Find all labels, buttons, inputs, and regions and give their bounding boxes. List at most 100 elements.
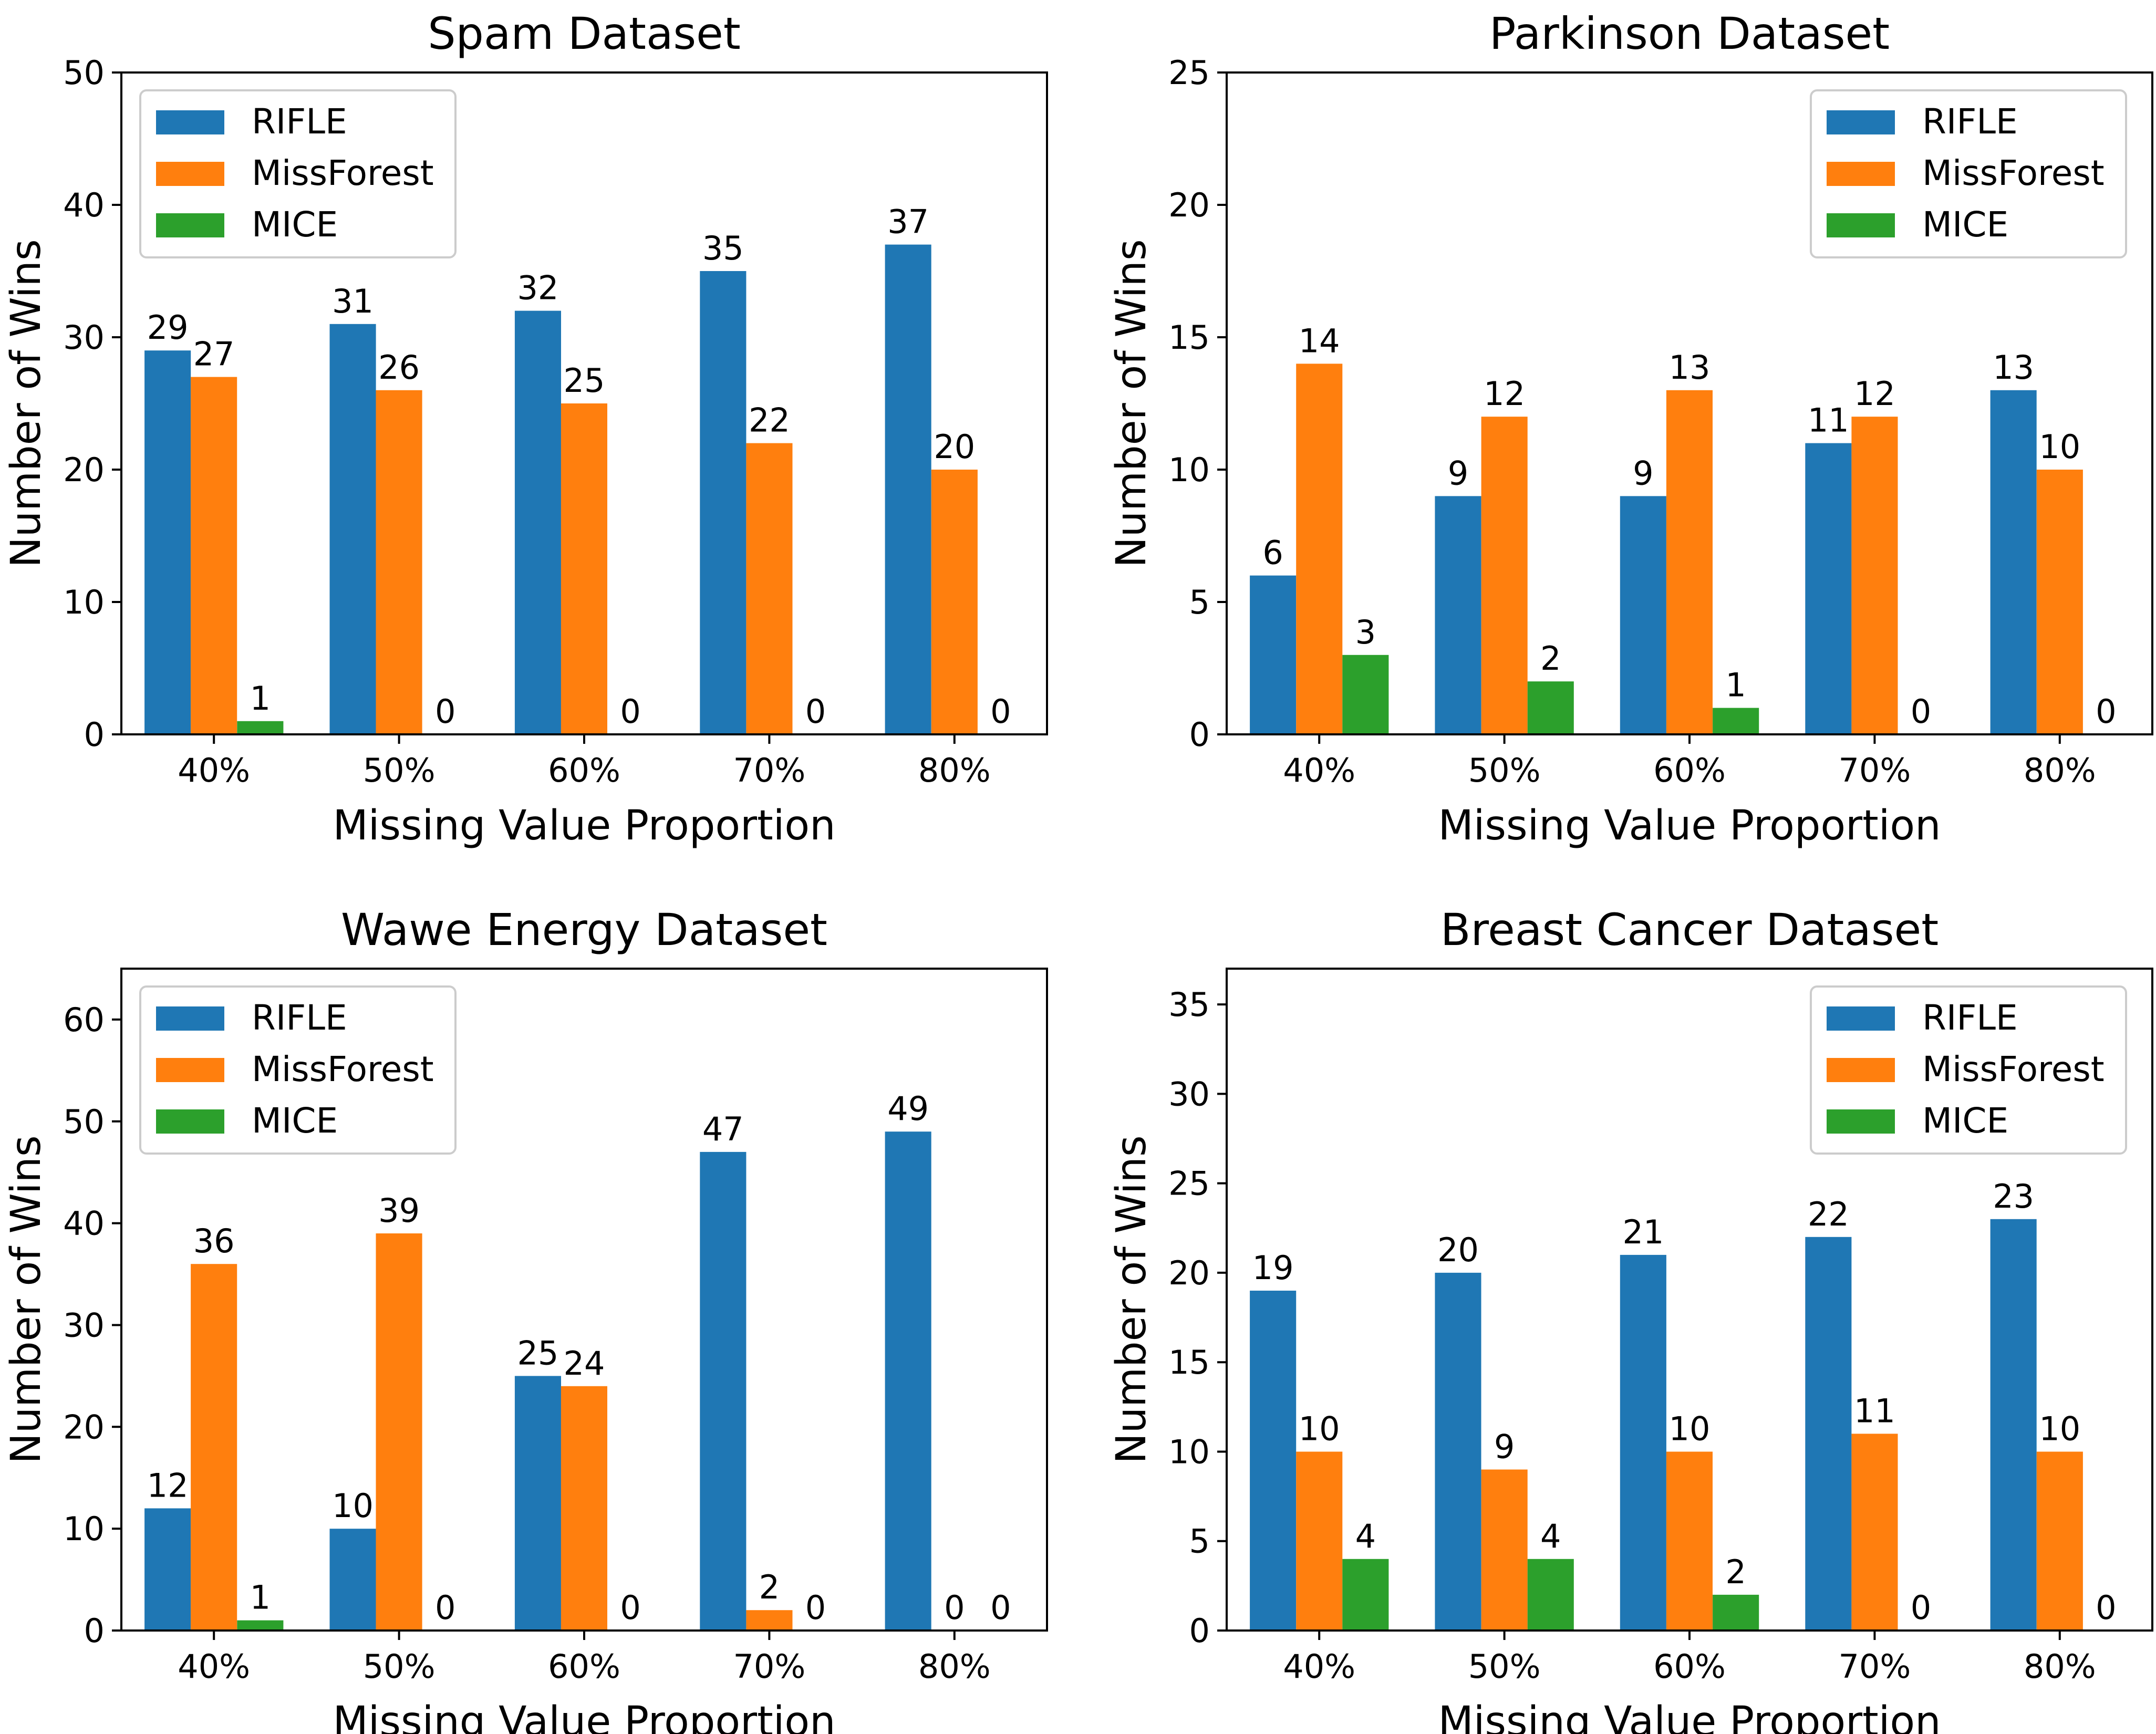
legend-label-mice: MICE: [252, 1100, 338, 1141]
bar-rifle-80pct: [885, 244, 931, 735]
data-label: 2: [1725, 1553, 1746, 1591]
x-axis-label: Missing Value Proportion: [333, 1698, 835, 1734]
data-label: 27: [193, 335, 235, 373]
data-label: 24: [564, 1344, 605, 1383]
bar-rifle-80pct: [885, 1131, 931, 1631]
data-label: 19: [1252, 1249, 1294, 1287]
legend-label-rifle: RIFLE: [1922, 101, 2018, 142]
data-label: 4: [1540, 1517, 1561, 1555]
x-tick-label: 70%: [733, 1647, 805, 1686]
bar-rifle-40pct: [144, 1508, 191, 1631]
bar-mice-50pct: [1527, 1559, 1574, 1631]
x-tick-label: 40%: [178, 751, 250, 790]
chart-title: Breast Cancer Dataset: [1440, 904, 1939, 956]
legend-swatch-rifle: [1827, 110, 1895, 134]
data-label: 9: [1633, 454, 1653, 492]
legend-swatch-mice: [1827, 1109, 1895, 1134]
legend-label-mice: MICE: [1922, 204, 2008, 245]
bar-rifle-80pct: [1990, 390, 2037, 734]
bar-missforest-50pct: [1481, 417, 1528, 734]
legend-swatch-missforest: [1827, 1058, 1895, 1082]
data-label: 2: [1540, 639, 1561, 678]
bar-missforest-50pct: [1481, 1469, 1528, 1631]
bar-rifle-80pct: [1990, 1219, 2037, 1631]
legend-label-missforest: MissForest: [252, 1049, 434, 1089]
data-label: 10: [1669, 1410, 1711, 1448]
bar-missforest-70pct: [746, 443, 793, 734]
y-tick-label: 15: [1168, 318, 1210, 357]
data-label: 47: [702, 1110, 744, 1148]
data-label: 0: [435, 692, 455, 731]
legend: RIFLE MissForest MICE: [139, 985, 457, 1155]
data-label: 12: [1854, 375, 1895, 413]
data-label: 25: [517, 1334, 558, 1372]
bar-missforest-60pct: [1666, 390, 1713, 734]
bar-rifle-50pct: [1435, 1272, 1481, 1631]
y-tick-label: 50: [63, 1103, 105, 1141]
data-label: 39: [378, 1191, 420, 1230]
bar-missforest-80pct: [2036, 1451, 2083, 1631]
x-tick-label: 60%: [548, 1647, 620, 1686]
data-label: 10: [1299, 1410, 1340, 1448]
y-tick-label: 0: [84, 1612, 105, 1650]
y-tick-label: 40: [63, 1205, 105, 1243]
y-axis-label: Number of Wins: [3, 239, 50, 567]
y-axis-label: Number of Wins: [1108, 1135, 1155, 1463]
x-axis-label: Missing Value Proportion: [333, 802, 835, 849]
data-label: 0: [805, 692, 826, 731]
chart-title: Spam Dataset: [428, 8, 741, 59]
y-tick-label: 10: [1168, 451, 1210, 489]
x-tick-label: 50%: [1468, 751, 1541, 790]
bar-mice-60pct: [1713, 1594, 1759, 1631]
bar-mice-40pct: [237, 1620, 284, 1631]
data-label: 12: [147, 1466, 189, 1504]
data-label: 9: [1448, 454, 1468, 492]
data-label: 1: [250, 1579, 271, 1617]
legend-swatch-mice: [156, 1109, 224, 1134]
data-label: 20: [934, 428, 975, 466]
chart-title: Parkinson Dataset: [1489, 8, 1890, 59]
y-tick-label: 20: [63, 1408, 105, 1446]
bar-rifle-70pct: [1805, 1237, 1852, 1631]
y-tick-label: 15: [1168, 1343, 1210, 1382]
legend-swatch-rifle: [1827, 1006, 1895, 1031]
bar-missforest-70pct: [1851, 1434, 1898, 1631]
x-tick-label: 80%: [918, 1647, 991, 1686]
y-tick-label: 40: [63, 186, 105, 224]
x-tick-label: 80%: [918, 751, 991, 790]
bar-rifle-70pct: [700, 1151, 747, 1631]
legend-swatch-mice: [1827, 213, 1895, 237]
bar-rifle-60pct: [1620, 496, 1666, 734]
data-label: 10: [2039, 1410, 2080, 1448]
bar-rifle-60pct: [1620, 1254, 1666, 1631]
data-label: 3: [1355, 613, 1376, 651]
legend: RIFLE MissForest MICE: [1810, 89, 2127, 258]
x-tick-label: 70%: [1838, 1647, 1911, 1686]
bar-rifle-40pct: [144, 350, 191, 734]
bar-missforest-60pct: [1666, 1451, 1713, 1631]
bar-missforest-40pct: [1296, 1451, 1343, 1631]
data-label: 10: [332, 1487, 374, 1525]
bar-rifle-60pct: [514, 310, 561, 734]
data-label: 26: [378, 348, 420, 387]
data-label: 20: [1437, 1231, 1479, 1269]
data-label: 12: [1484, 375, 1525, 413]
y-tick-label: 30: [63, 318, 105, 357]
data-label: 14: [1299, 321, 1340, 360]
x-tick-label: 40%: [1283, 751, 1355, 790]
y-tick-label: 10: [1168, 1432, 1210, 1471]
data-label: 32: [517, 269, 558, 307]
data-label: 0: [620, 692, 640, 731]
x-tick-label: 50%: [363, 751, 436, 790]
legend-label-missforest: MissForest: [1922, 1049, 2105, 1089]
y-tick-label: 5: [1189, 583, 1210, 621]
data-label: 11: [1808, 401, 1849, 440]
bar-mice-50pct: [1527, 681, 1574, 734]
y-tick-label: 25: [1168, 1165, 1210, 1203]
y-tick-label: 50: [63, 54, 105, 92]
y-tick-label: 10: [63, 1510, 105, 1548]
data-label: 22: [1808, 1195, 1849, 1233]
legend-label-mice: MICE: [1922, 1100, 2008, 1141]
